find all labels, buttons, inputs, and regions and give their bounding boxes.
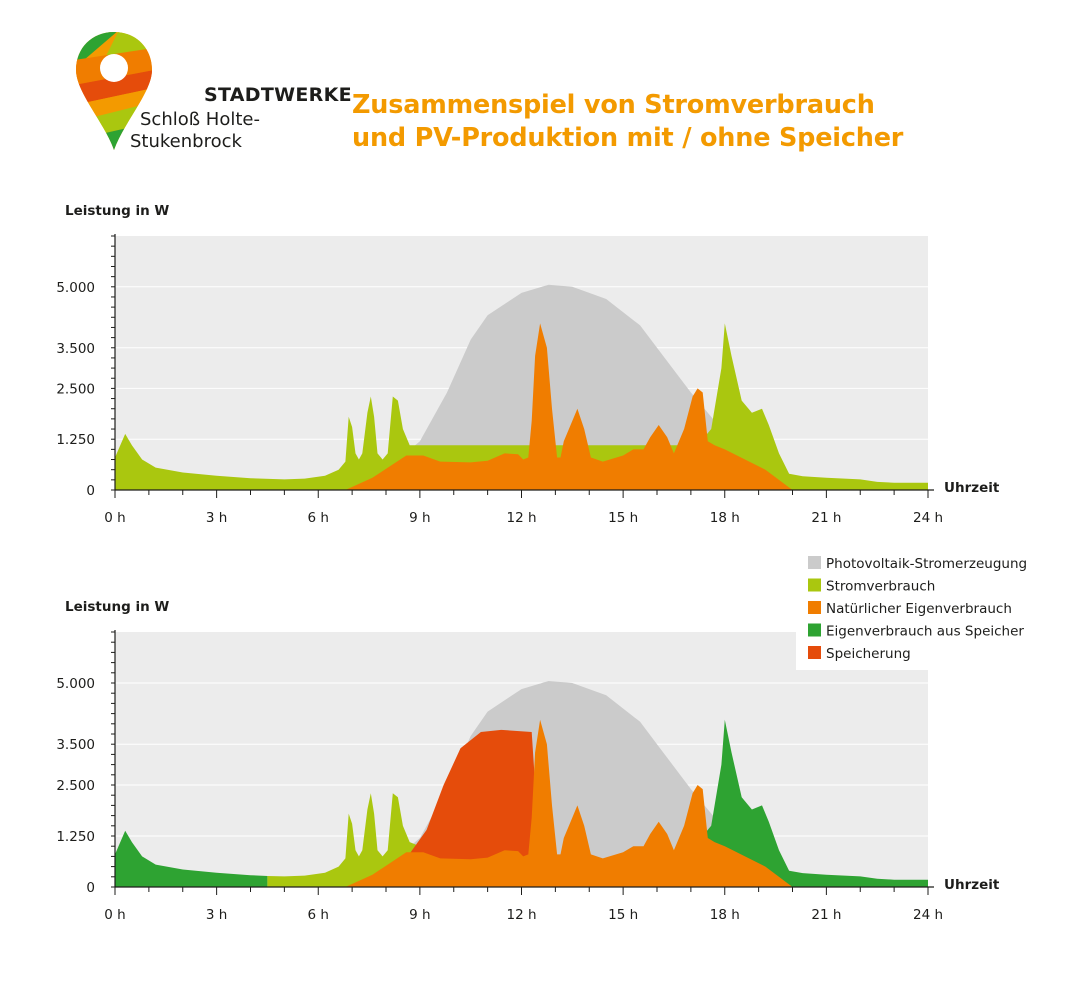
- page-title-line-1: Zusammenspiel von Stromverbrauch: [352, 90, 875, 120]
- y-tick-label: 5.000: [56, 676, 95, 692]
- x-tick-label: 15 h: [608, 907, 638, 923]
- legend-swatch-eigenverbrauch: [808, 601, 821, 614]
- x-tick-label: 21 h: [811, 510, 841, 526]
- legend-swatch-pv: [808, 556, 821, 569]
- y-tick-label: 0: [86, 880, 95, 896]
- x-axis-label: Uhrzeit: [944, 877, 1000, 893]
- area-eigenverbrauch: [345, 323, 793, 490]
- x-tick-label: 6 h: [308, 907, 329, 923]
- y-tick-label: 1.250: [56, 829, 95, 845]
- legend-background: [796, 548, 1046, 670]
- area-speicher_verbrauch: [115, 719, 928, 887]
- legend-label-stromverbrauch: Stromverbrauch: [826, 579, 935, 595]
- x-tick-label: 18 h: [710, 907, 740, 923]
- x-tick-label: 0 h: [104, 907, 125, 923]
- logo-line-1: STADTWERKE: [204, 84, 352, 106]
- chart-ohne-speicher: 0 1.250 2.500 3.500 5.000 0 h 3 h 6 h 9 h 12 h 15 …: [56, 203, 1000, 526]
- logo-line-2: Schloß Holte-: [140, 109, 260, 130]
- legend-label-eigenverbrauch: Natürlicher Eigenverbrauch: [826, 601, 1012, 617]
- x-tick-label: 21 h: [811, 907, 841, 923]
- chart-mit-speicher: 0 1.250 2.500 3.500 5.000 0 h 3 h 6 h 9 h 12 h 15 …: [56, 599, 1000, 923]
- x-tick-label: 24 h: [913, 907, 943, 923]
- legend-label-speicherung: Speicherung: [826, 646, 911, 662]
- x-tick-label: 12 h: [506, 907, 536, 923]
- y-tick-label: 1.250: [56, 432, 95, 448]
- y-tick-label: 2.500: [56, 778, 95, 794]
- x-tick-label: 18 h: [710, 510, 740, 526]
- x-tick-label: 9 h: [409, 907, 430, 923]
- legend-swatch-speicher_verbrauch: [808, 623, 821, 637]
- legend-label-pv: Photovoltaik-Stromerzeugung: [826, 556, 1027, 572]
- logo-line-3: Stukenbrock: [130, 131, 242, 152]
- y-tick-label: 3.500: [56, 737, 95, 753]
- x-tick-label: 3 h: [206, 907, 227, 923]
- legend-swatch-stromverbrauch: [808, 578, 821, 592]
- page-title-line-2: und PV-Produktion mit / ohne Speicher: [352, 123, 904, 153]
- x-axis-label: Uhrzeit: [944, 480, 1000, 496]
- x-tick-label: 3 h: [206, 510, 227, 526]
- area-eigenverbrauch: [345, 719, 793, 887]
- legend: Photovoltaik-Stromerzeugung Stromverbrauc…: [796, 548, 1046, 670]
- y-tick-label: 2.500: [56, 381, 95, 397]
- x-tick-label: 15 h: [608, 510, 638, 526]
- legend-swatch-speicherung: [808, 646, 821, 659]
- x-tick-label: 12 h: [506, 510, 536, 526]
- area-stromverbrauch: [115, 323, 928, 490]
- x-tick-label: 0 h: [104, 510, 125, 526]
- y-axis-label: Leistung in W: [65, 203, 169, 219]
- map-pin-icon: [76, 32, 152, 150]
- x-tick-label: 24 h: [913, 510, 943, 526]
- legend-label-speicher_verbrauch: Eigenverbrauch aus Speicher: [826, 624, 1024, 640]
- y-tick-label: 5.000: [56, 280, 95, 296]
- x-tick-label: 6 h: [308, 510, 329, 526]
- y-axis-label: Leistung in W: [65, 599, 169, 615]
- area-speicherung: [406, 729, 542, 887]
- x-tick-label: 9 h: [409, 510, 430, 526]
- area-stromverbrauch: [267, 793, 420, 887]
- logo: STADTWERKE Schloß Holte- Stukenbrock: [74, 30, 352, 155]
- y-tick-label: 3.500: [56, 341, 95, 357]
- y-tick-label: 0: [86, 483, 95, 499]
